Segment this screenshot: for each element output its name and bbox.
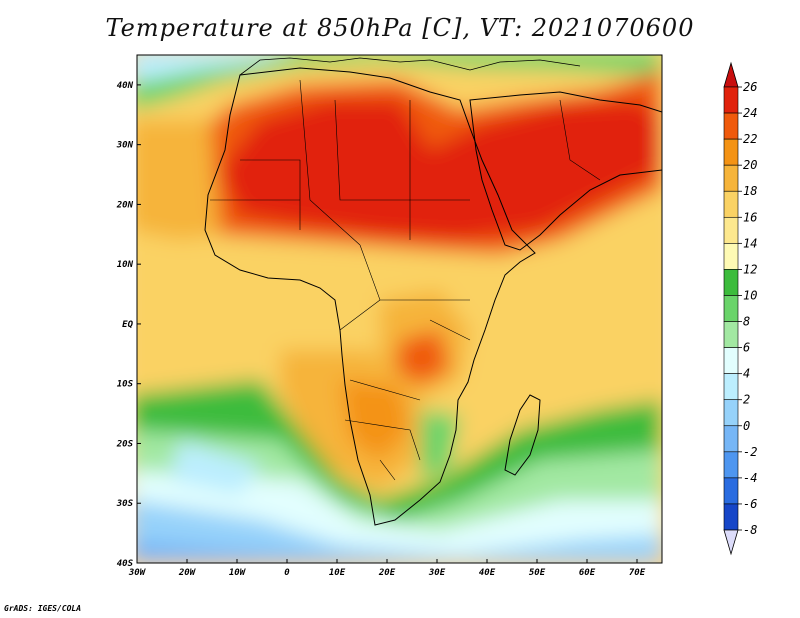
- colorbar-label: -8: [743, 523, 757, 537]
- lon-tick-label: 10W: [229, 568, 247, 578]
- europe-coastline: [239, 57, 581, 76]
- colorbar-label: 6: [743, 341, 750, 355]
- colorbar-swatch: [723, 216, 739, 244]
- colorbar-bottom-arrow: [723, 529, 739, 556]
- colorbar-swatch: [723, 477, 739, 505]
- lat-tick-label: 20S: [116, 439, 134, 449]
- lon-tick-label: 10E: [329, 568, 346, 578]
- colorbar-label: 22: [743, 132, 757, 146]
- lat-tick-label: EQ: [122, 320, 133, 330]
- colorbar-label: -6: [743, 497, 757, 511]
- madagascar-coastline: [504, 394, 541, 476]
- latitude-axis: 40N 30N 20N 10N EQ 10S 20S 30S 40S: [116, 81, 141, 569]
- credit-label: GrADS: IGES/COLA: [4, 604, 82, 613]
- colorbar-swatch: [723, 373, 739, 401]
- colorbar-label: 14: [743, 236, 757, 250]
- lat-tick-label: 20N: [116, 200, 134, 210]
- colorbar-label: 16: [743, 210, 757, 224]
- lon-tick-label: 20E: [378, 568, 396, 578]
- colorbar-top-arrow: [723, 61, 739, 88]
- colorbar-label: 20: [743, 158, 757, 172]
- lat-tick-label: 10S: [117, 380, 134, 390]
- colorbar-swatch: [723, 190, 739, 218]
- colorbar-label: 8: [743, 315, 750, 329]
- lon-tick-label: 50E: [529, 568, 546, 578]
- colorbar-swatch: [723, 347, 739, 374]
- colorbar-label: 18: [743, 184, 757, 198]
- map-title: Temperature at 850hPa [C], VT: 202107060…: [105, 14, 695, 42]
- lon-tick-label: 70E: [629, 568, 646, 578]
- lat-tick-label: 40S: [117, 559, 134, 569]
- colorbar-label: 10: [743, 288, 757, 302]
- colorbar-label: 24: [743, 106, 757, 120]
- lon-tick-label: 30W: [128, 568, 147, 578]
- lat-tick-label: 10N: [117, 260, 134, 270]
- colorbar-swatch: [723, 86, 739, 114]
- longitude-axis: 30W 20W 10W 0 10E 20E 30E 40E 50E 60E 70E: [128, 559, 646, 578]
- colorbar-label: 4: [743, 367, 750, 381]
- country-borders: [210, 79, 601, 481]
- colorbar-label: 26: [743, 80, 757, 94]
- colorbar-label: 2: [743, 393, 750, 407]
- lat-tick-label: 30N: [116, 141, 134, 151]
- colorbar-swatch: [723, 321, 739, 348]
- colorbar-swatch: [723, 112, 739, 140]
- colorbar-swatch: [723, 451, 739, 479]
- colorbar-swatch: [723, 269, 739, 296]
- colorbar-label: 0: [743, 419, 750, 433]
- lon-tick-label: 0: [284, 568, 290, 578]
- arabia-coastline: [469, 91, 662, 251]
- colorbar-label: 12: [743, 262, 757, 276]
- colorbar-swatch: [723, 138, 739, 166]
- colorbar-swatch: [723, 399, 739, 427]
- colorbar-label: -4: [743, 471, 757, 485]
- colorbar-label: -2: [743, 445, 757, 459]
- lon-tick-label: 30E: [428, 568, 446, 578]
- colorbar-swatch: [723, 503, 739, 531]
- lat-tick-label: 30S: [116, 499, 134, 509]
- colorbar-swatch: [723, 425, 739, 453]
- colorbar-swatch: [723, 295, 739, 322]
- lon-tick-label: 40E: [479, 568, 496, 578]
- colorbar-swatch: [723, 164, 739, 192]
- coastline: [204, 67, 536, 526]
- lat-tick-label: 40N: [117, 81, 134, 91]
- colorbar-swatch: [723, 243, 739, 270]
- map-frame: [136, 54, 663, 564]
- temperature-field: [137, 55, 662, 563]
- lon-tick-label: 20W: [178, 568, 197, 578]
- lon-tick-label: 60E: [579, 568, 596, 578]
